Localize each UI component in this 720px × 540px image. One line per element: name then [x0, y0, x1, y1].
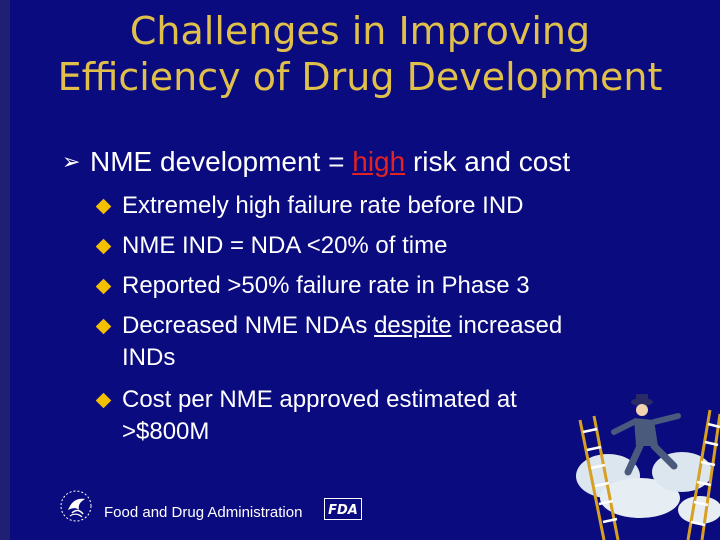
sub-bullet-1: Extremely high failure rate before IND	[95, 190, 662, 222]
sub-bullet-4-continuation: INDs	[122, 344, 176, 371]
diamond-bullet-icon	[95, 318, 112, 335]
fda-logo-icon: FDA	[324, 498, 362, 520]
sub-bullet-4: Decreased NME NDAs despite increased IND…	[95, 310, 662, 374]
sub-bullet-text: Decreased NME NDAs despite increased	[122, 310, 662, 342]
arrow-bullet-icon: ➢	[62, 149, 81, 174]
sub-bullet-text: Reported >50% failure rate in Phase 3	[122, 272, 530, 299]
hhs-eagle-logo-icon	[60, 490, 92, 522]
sub-bullet-5: Cost per NME approved estimated at >$800…	[95, 384, 662, 448]
sub-bullet-3: Reported >50% failure rate in Phase 3	[95, 270, 662, 302]
footer-agency-name: Food and Drug Administration	[104, 504, 303, 521]
title-line-2: Efficiency of Drug Development	[57, 55, 663, 99]
sub-bullet-text: Cost per NME approved estimated at	[122, 386, 517, 413]
diamond-bullet-icon	[95, 238, 112, 255]
sub-bullet-2: NME IND = NDA <20% of time	[95, 230, 662, 262]
diamond-bullet-icon	[95, 278, 112, 295]
sub-bullet-text: NME IND = NDA <20% of time	[122, 232, 448, 259]
ladder-leap-clipart-icon	[576, 394, 720, 540]
sub-bullet-4-before: Decreased NME NDAs	[122, 312, 375, 339]
diamond-bullet-icon	[95, 392, 112, 409]
main-bullet-after: risk and cost	[405, 146, 571, 177]
slide-title: Challenges in Improving Efficiency of Dr…	[0, 8, 720, 100]
diamond-bullet-icon	[95, 198, 112, 215]
main-bullet-highlight: high	[352, 146, 406, 177]
title-line-1: Challenges in Improving	[129, 9, 591, 53]
main-bullet-text: NME development = high risk and cost	[90, 144, 570, 180]
sub-bullet-5-continuation: >$800M	[122, 418, 210, 445]
fda-logo-text: FDA	[328, 503, 358, 518]
sub-bullet-4-after: increased	[451, 312, 563, 339]
sub-bullet-4-underlined: despite	[374, 312, 452, 339]
left-edge-strip	[0, 0, 10, 540]
sub-bullet-text: Extremely high failure rate before IND	[122, 192, 524, 219]
main-bullet-before: NME development =	[90, 146, 353, 177]
